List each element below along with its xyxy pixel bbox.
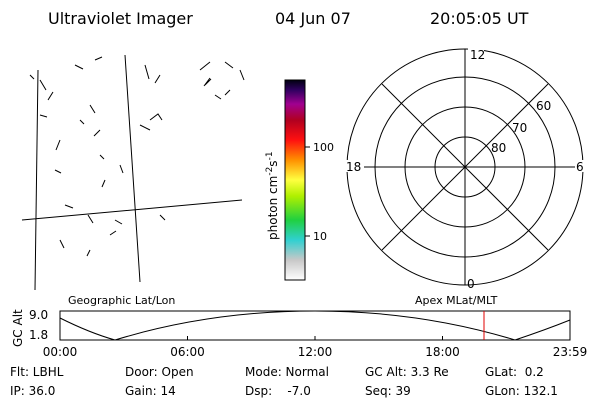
- time-tick: 23:59: [553, 345, 588, 359]
- status-field: GC Alt: 3.3 Re: [365, 365, 449, 379]
- orbit-box: [59, 310, 571, 341]
- label-exp: -1: [265, 151, 275, 160]
- status-field: Seq: 39: [365, 384, 411, 398]
- mlt-label: 18: [346, 160, 361, 174]
- geo-map: [21, 54, 245, 291]
- label-base: photon cm: [266, 176, 280, 240]
- label-exp: -2: [265, 167, 275, 176]
- colorbar: [284, 79, 306, 281]
- label-unit: s: [266, 160, 280, 166]
- mlt-label: 12: [470, 48, 485, 62]
- colorbar-label: photon cm-2s-1: [265, 151, 280, 240]
- orbit-title: Apex MLat/MLT: [415, 294, 498, 307]
- status-field: GLon: 132.1: [485, 384, 558, 398]
- alt-tick: 9.0: [29, 308, 48, 322]
- orbit-title: Geographic Lat/Lon: [68, 294, 175, 307]
- orbit-axis-label: GC Alt: [11, 309, 25, 347]
- lat-label: 80: [491, 141, 506, 155]
- time: 20:05:05 UT: [430, 9, 529, 28]
- instrument: Ultraviolet Imager: [48, 9, 193, 28]
- status-field: Dsp: -7.0: [245, 384, 311, 398]
- polar-grid: [346, 48, 584, 286]
- alt-tick: 1.8: [29, 328, 48, 342]
- colorbar-tick-label: 10: [313, 230, 327, 243]
- colorbar-tick-label: 100: [313, 141, 334, 154]
- status-field: Door: Open: [125, 365, 194, 379]
- time-tick: 18:00: [425, 345, 460, 359]
- status-field: Gain: 14: [125, 384, 176, 398]
- lat-label: 60: [536, 99, 551, 113]
- status-field: Flt: LBHL: [10, 365, 64, 379]
- orbit-curve: [59, 310, 571, 341]
- date: 04 Jun 07: [275, 9, 351, 28]
- time-tick: 12:00: [298, 345, 333, 359]
- status-field: GLat: 0.2: [485, 365, 544, 379]
- lat-label: 70: [512, 121, 527, 135]
- mlt-label: 6: [576, 160, 584, 174]
- status-field: IP: 36.0: [10, 384, 55, 398]
- mlt-label: 0: [467, 277, 475, 291]
- time-tick: 00:00: [43, 345, 78, 359]
- status-field: Mode: Normal: [245, 365, 329, 379]
- time-tick: 06:00: [170, 345, 205, 359]
